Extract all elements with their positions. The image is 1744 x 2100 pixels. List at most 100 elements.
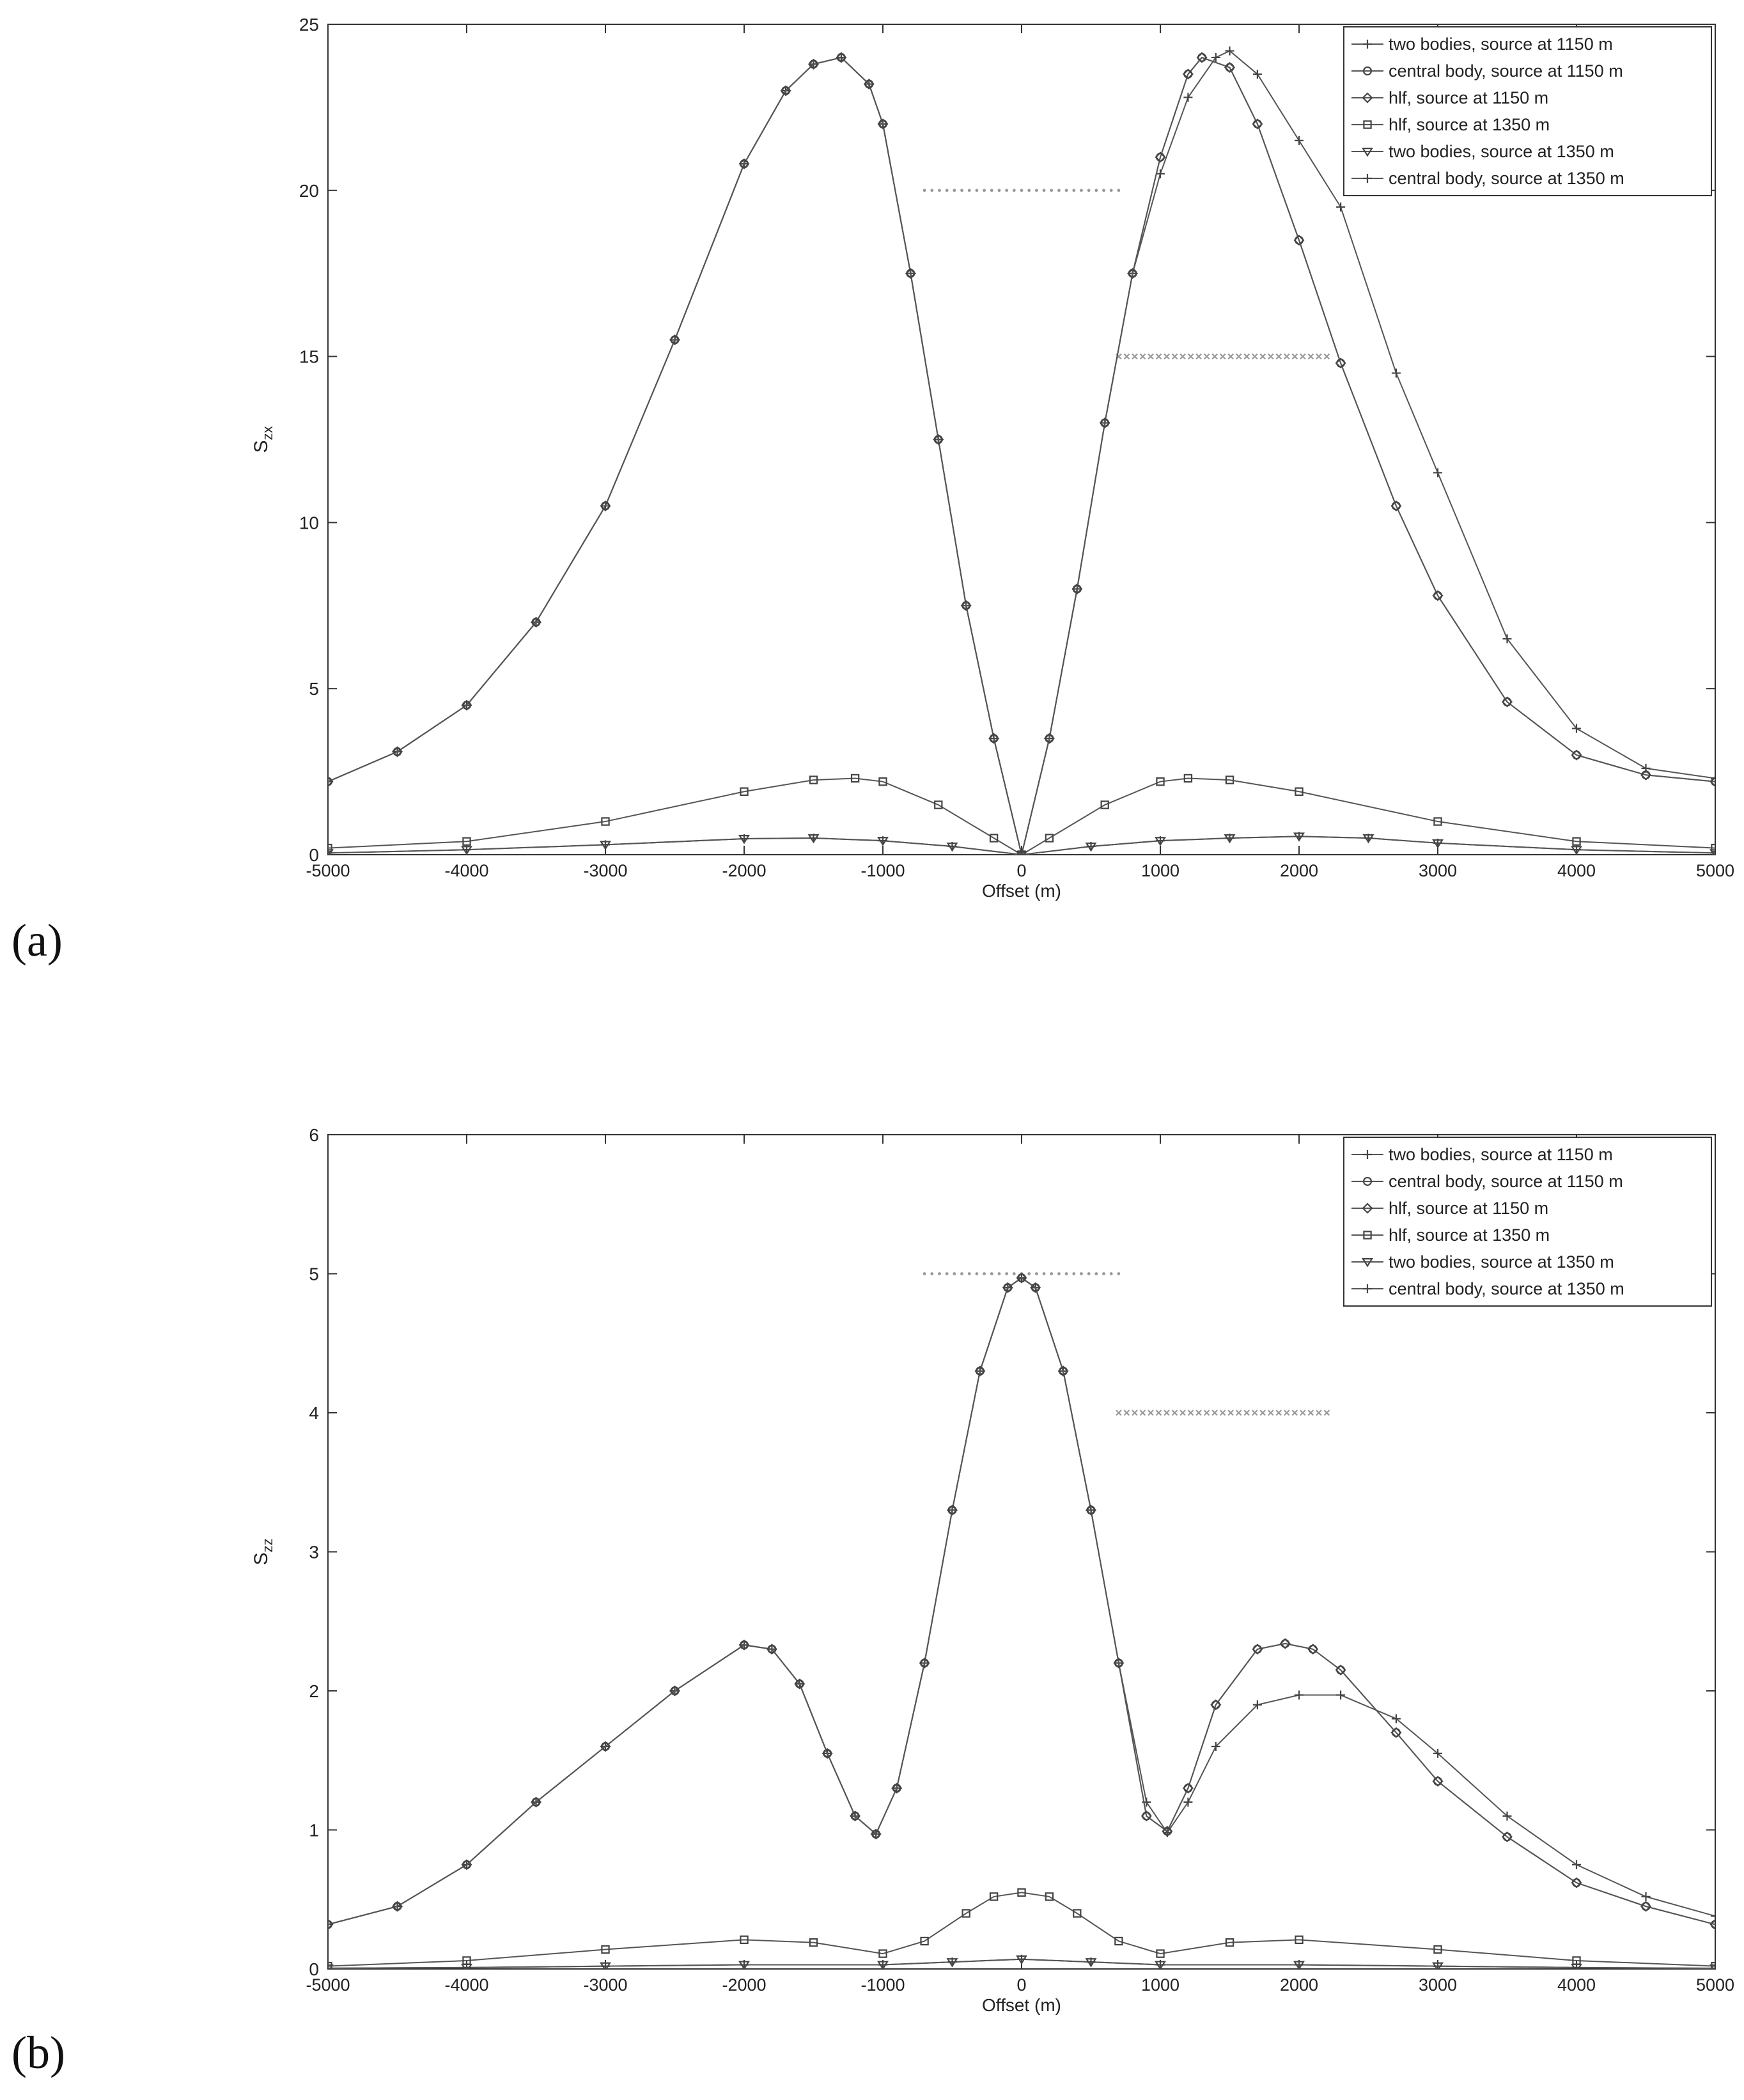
reference-mark-0 <box>1072 189 1076 192</box>
reference-mark-1 <box>1155 1410 1162 1416</box>
legend-entry: two bodies, source at 1350 m <box>1389 142 1614 161</box>
data-point <box>1295 136 1304 145</box>
reference-mark-1 <box>1259 353 1266 360</box>
data-point <box>328 843 332 853</box>
reference-mark-1 <box>1300 1410 1306 1416</box>
legend-marker <box>1362 1202 1373 1214</box>
legend: two bodies, source at 1150 m central body… <box>1343 26 1712 196</box>
reference-mark-1 <box>1171 1410 1178 1416</box>
data-point <box>1211 52 1220 62</box>
reference-mark-1 <box>1243 353 1250 360</box>
reference-mark-1 <box>1123 353 1130 360</box>
reference-mark-1 <box>1155 353 1162 360</box>
data-point <box>1252 1644 1263 1655</box>
legend-marker <box>1363 40 1372 49</box>
panel-label-b: (b) <box>12 2027 65 2078</box>
x-tick-label: -4000 <box>444 1975 488 1995</box>
reference-mark-1 <box>1139 1410 1146 1416</box>
data-layer <box>328 46 1715 855</box>
data-point <box>1086 1957 1096 1967</box>
data-point <box>600 1741 611 1752</box>
reference-mark-1 <box>1219 353 1226 360</box>
reference-mark-0 <box>967 1272 971 1275</box>
reference-mark-1 <box>1291 1410 1298 1416</box>
data-point <box>1073 1909 1082 1918</box>
data-point <box>1030 1282 1041 1293</box>
reference-mark-1 <box>1132 1410 1138 1416</box>
data-point <box>740 787 749 796</box>
legend-marker <box>1362 92 1373 104</box>
data-point <box>1114 1936 1123 1946</box>
reference-mark-0 <box>1057 189 1061 192</box>
reference-mark-1 <box>1180 353 1186 360</box>
data-point <box>870 1828 882 1840</box>
reference-mark-1 <box>1219 1410 1226 1416</box>
legend-marker <box>1363 120 1372 129</box>
series-line <box>328 1277 1715 1925</box>
x-axis-label: Offset (m) <box>982 881 1061 901</box>
data-point <box>1113 1657 1125 1669</box>
reference-mark-0 <box>975 189 979 192</box>
reference-mark-1 <box>1235 353 1242 360</box>
data-point <box>1335 1664 1346 1676</box>
data-point <box>1295 1960 1304 1969</box>
y-tick-label: 1 <box>309 1821 319 1840</box>
data-point <box>1085 1504 1097 1516</box>
y-tick-label: 5 <box>309 1264 319 1284</box>
data-point <box>1295 1935 1304 1945</box>
legend-entry: hlf, source at 1350 m <box>1389 1225 1550 1245</box>
data-point <box>1017 850 1026 855</box>
data-point <box>1390 500 1402 511</box>
reference-mark-1 <box>1139 353 1146 360</box>
data-point <box>920 1936 929 1946</box>
reference-mark-0 <box>1109 1272 1113 1275</box>
reference-mark-0 <box>1117 1272 1121 1275</box>
data-point <box>1295 787 1304 796</box>
data-point <box>328 1920 332 1929</box>
reference-mark-0 <box>997 1272 1001 1275</box>
reference-mark-1 <box>1291 353 1298 360</box>
x-tick-label: -1000 <box>860 861 905 880</box>
data-point <box>850 774 860 783</box>
data-point <box>738 1639 750 1651</box>
legend-marker <box>1363 174 1372 183</box>
data-point <box>391 746 403 758</box>
reference-mark-1 <box>1211 1410 1218 1416</box>
data-point <box>1711 848 1715 855</box>
legend-marker <box>1362 1258 1373 1268</box>
series-line <box>328 777 1715 855</box>
y-tick-label: 3 <box>309 1543 319 1562</box>
x-tick-label: -3000 <box>583 1975 627 1995</box>
reference-mark-1 <box>1235 1410 1242 1416</box>
data-point <box>1295 832 1304 841</box>
legend-entry: two bodies, source at 1150 m <box>1389 1145 1613 1164</box>
x-tick-label: -3000 <box>583 861 627 880</box>
reference-mark-0 <box>953 1272 956 1275</box>
data-point <box>1045 834 1054 843</box>
data-point <box>1433 1748 1442 1758</box>
reference-mark-1 <box>1316 353 1322 360</box>
y-tick-label: 10 <box>299 513 319 533</box>
reference-mark-0 <box>1050 1272 1054 1275</box>
legend-entry: hlf, source at 1150 m <box>1389 88 1548 107</box>
x-tick-label: 0 <box>1016 1975 1026 1995</box>
reference-mark-0 <box>923 1272 926 1275</box>
data-point <box>1043 733 1055 744</box>
y-tick-label: 6 <box>309 1125 319 1145</box>
data-point <box>1433 1945 1442 1954</box>
x-tick-label: 3000 <box>1419 861 1457 880</box>
reference-mark-0 <box>1087 1272 1091 1275</box>
data-point <box>766 1644 777 1655</box>
data-point <box>988 733 1000 744</box>
data-layer <box>328 1272 1715 1969</box>
y-tick-label: 20 <box>299 181 319 201</box>
data-point <box>1336 202 1346 212</box>
data-point <box>1211 1742 1220 1751</box>
reference-mark-0 <box>1087 189 1091 192</box>
reference-mark-0 <box>1080 189 1083 192</box>
y-tick-label: 0 <box>309 845 319 865</box>
data-point <box>962 1909 970 1918</box>
data-point <box>1502 1811 1512 1821</box>
data-point <box>1640 769 1652 781</box>
data-point <box>1335 357 1346 369</box>
